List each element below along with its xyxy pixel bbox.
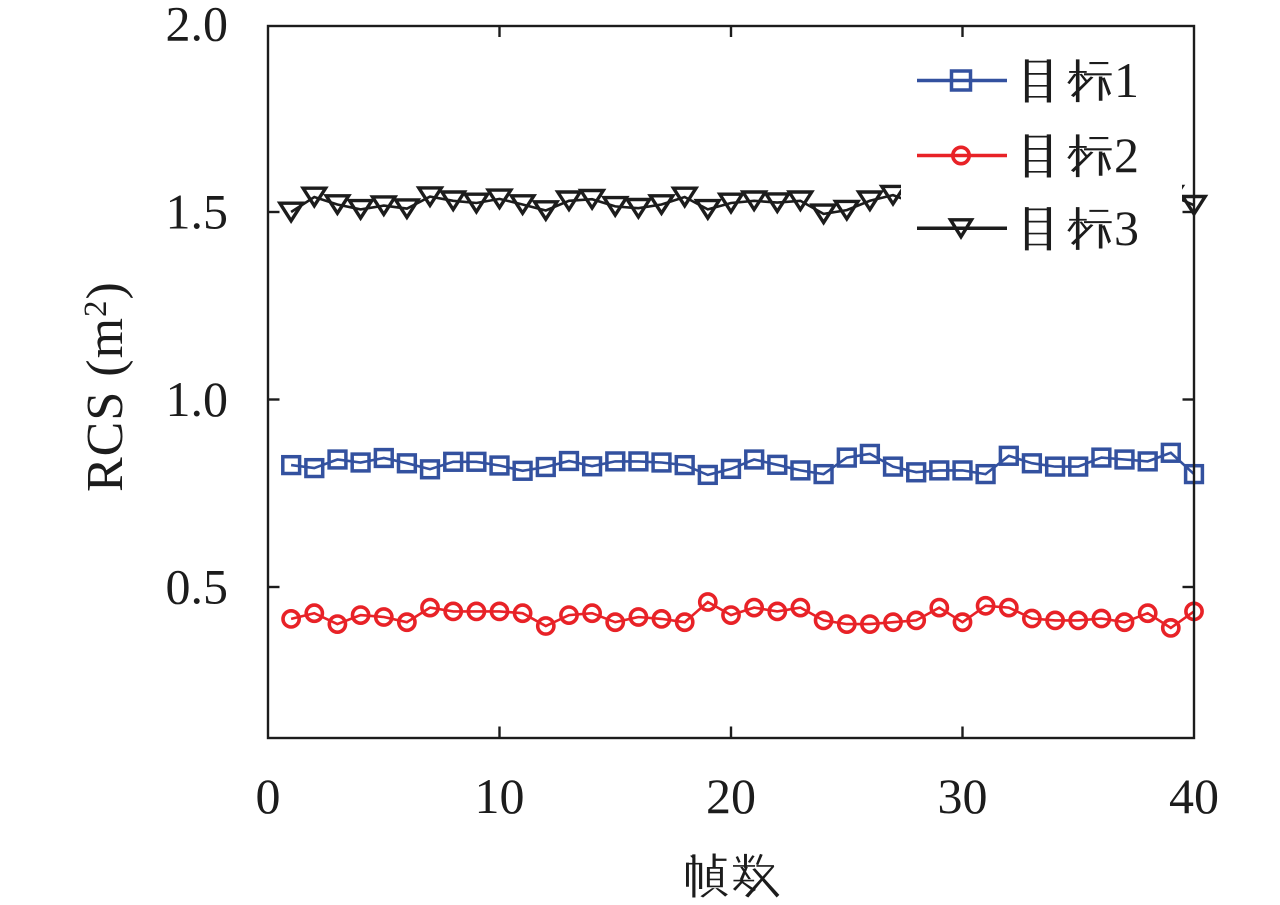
svg-text:1.0: 1.0 bbox=[166, 371, 229, 427]
svg-text:2.0: 2.0 bbox=[166, 0, 229, 52]
svg-text:0.5: 0.5 bbox=[166, 559, 229, 615]
svg-text:10: 10 bbox=[475, 768, 525, 824]
svg-text:1: 1 bbox=[1114, 52, 1139, 108]
svg-text:20: 20 bbox=[706, 768, 756, 824]
svg-text:1.5: 1.5 bbox=[166, 184, 229, 240]
svg-text:0: 0 bbox=[256, 768, 281, 824]
svg-text:30: 30 bbox=[938, 768, 988, 824]
svg-text:40: 40 bbox=[1169, 768, 1219, 824]
svg-text:2: 2 bbox=[1114, 127, 1139, 183]
svg-text:3: 3 bbox=[1114, 200, 1139, 256]
svg-text:RCS (m2): RCS (m2) bbox=[77, 281, 134, 492]
